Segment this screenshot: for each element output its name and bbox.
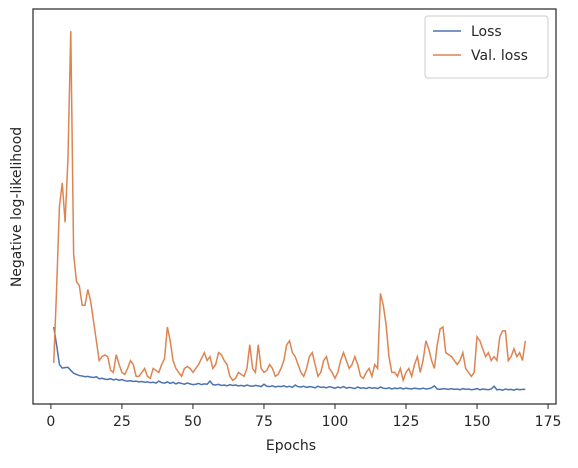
x-tick-label: 75 xyxy=(255,414,273,430)
legend-label: Loss xyxy=(471,24,502,40)
plot-frame xyxy=(32,8,557,405)
x-tick-label: 50 xyxy=(184,414,202,430)
x-tick-label: 25 xyxy=(113,414,131,430)
x-tick-label: 125 xyxy=(393,414,420,430)
x-tick-label: 0 xyxy=(46,414,55,430)
x-tick-label: 175 xyxy=(535,414,562,430)
x-tick-label: 100 xyxy=(322,414,349,430)
x-axis-label: Epochs xyxy=(266,438,316,454)
x-tick-label: 150 xyxy=(464,414,491,430)
data-line xyxy=(52,326,526,391)
data-line xyxy=(52,31,527,383)
y-axis-label: Negative log-likelihood xyxy=(9,127,25,287)
legend-label: Val. loss xyxy=(471,48,528,64)
